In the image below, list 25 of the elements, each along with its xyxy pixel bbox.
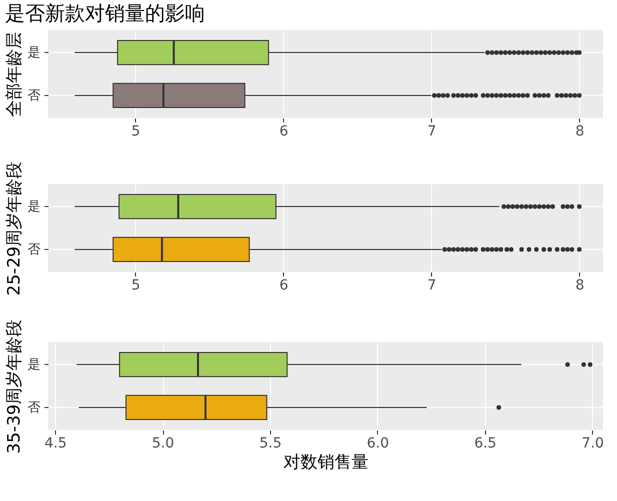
x-tick-label: 6: [279, 278, 288, 294]
x-tick-label: 8: [575, 278, 584, 294]
y-axis-title: 35-39周岁年龄段: [4, 319, 24, 454]
y-axis-title: 全部年龄层: [4, 32, 24, 117]
y-tick-label: 否: [28, 88, 40, 104]
y-tick-label: 否: [28, 400, 40, 416]
y-tick-label: 否: [28, 242, 40, 258]
x-tick-label: 7: [427, 278, 436, 294]
x-tick-label: 8: [575, 124, 584, 140]
y-tick-label: 是: [28, 358, 40, 373]
chart-title: 是否新款对销量的影响: [5, 1, 205, 25]
x-tick-label: 5.5: [259, 436, 282, 452]
y-axis-title: 25-29周岁年龄段: [4, 161, 24, 296]
x-tick-label: 5: [131, 278, 140, 294]
x-tick-label: 6.5: [474, 436, 496, 452]
x-tick-label: 6.0: [366, 436, 390, 452]
y-tick-label: 是: [28, 200, 40, 215]
x-tick-label: 4.5: [44, 436, 67, 452]
x-axis-title: 对数销售量: [284, 452, 368, 472]
x-tick-label: 7.0: [582, 436, 604, 452]
x-tick-label: 7: [427, 124, 436, 140]
x-tick-label: 6: [279, 124, 288, 140]
x-tick-label: 5: [131, 124, 140, 140]
y-tick-label: 是: [28, 46, 40, 61]
x-tick-label: 5.0: [152, 436, 174, 452]
